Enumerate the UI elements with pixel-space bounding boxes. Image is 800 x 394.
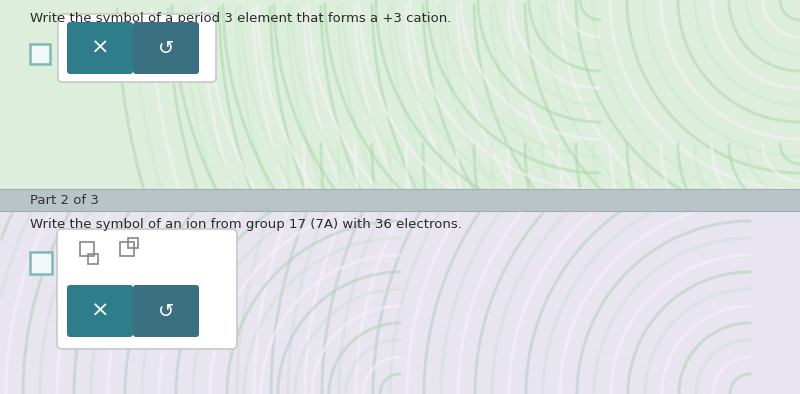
FancyBboxPatch shape	[0, 189, 800, 211]
FancyBboxPatch shape	[30, 44, 50, 64]
Text: Part 2 of 3: Part 2 of 3	[30, 193, 99, 206]
FancyBboxPatch shape	[67, 22, 133, 74]
FancyBboxPatch shape	[0, 197, 800, 394]
FancyBboxPatch shape	[30, 252, 52, 274]
Text: ×: ×	[90, 38, 110, 58]
FancyBboxPatch shape	[133, 285, 199, 337]
FancyBboxPatch shape	[58, 14, 216, 82]
FancyBboxPatch shape	[133, 22, 199, 74]
FancyBboxPatch shape	[67, 285, 133, 337]
Text: ↺: ↺	[158, 39, 174, 58]
Text: ×: ×	[90, 301, 110, 321]
Text: Write the symbol of a period 3 element that forms a +3 cation.: Write the symbol of a period 3 element t…	[30, 11, 451, 24]
FancyBboxPatch shape	[57, 229, 237, 349]
Text: Write the symbol of an ion from group 17 (7A) with 36 electrons.: Write the symbol of an ion from group 17…	[30, 217, 462, 230]
Text: ↺: ↺	[158, 301, 174, 320]
FancyBboxPatch shape	[0, 0, 800, 197]
